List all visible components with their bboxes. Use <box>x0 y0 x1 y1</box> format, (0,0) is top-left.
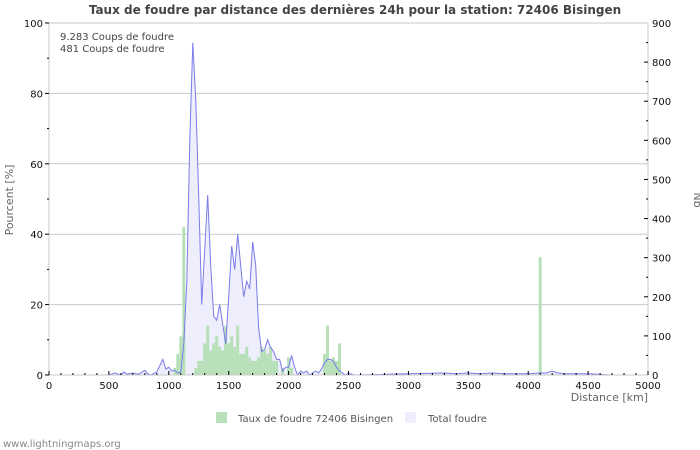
legend-swatch-total <box>405 412 416 423</box>
chart-title: Taux de foudre par distance des dernière… <box>89 3 621 17</box>
svg-text:80: 80 <box>30 89 43 100</box>
svg-text:600: 600 <box>652 136 671 147</box>
svg-text:5000: 5000 <box>635 381 660 392</box>
svg-text:900: 900 <box>652 19 671 30</box>
svg-text:500: 500 <box>99 381 118 392</box>
total-foudre-line <box>49 42 648 377</box>
svg-text:100: 100 <box>652 332 671 343</box>
svg-text:300: 300 <box>652 254 671 265</box>
svg-text:200: 200 <box>652 293 671 304</box>
svg-text:4500: 4500 <box>575 381 600 392</box>
legend-swatch-taux <box>216 412 227 423</box>
svg-text:800: 800 <box>652 58 671 69</box>
x-axis-label: Distance [km] <box>571 391 648 404</box>
grid-lines <box>49 22 648 306</box>
svg-text:1500: 1500 <box>216 381 241 392</box>
svg-text:20: 20 <box>30 301 43 312</box>
svg-text:60: 60 <box>30 160 43 171</box>
svg-text:0: 0 <box>652 371 658 382</box>
svg-text:0: 0 <box>37 371 43 382</box>
svg-text:700: 700 <box>652 97 671 108</box>
svg-text:1000: 1000 <box>156 381 181 392</box>
axes: 0 500 1000 1500 2000 2500 3000 3500 4000 4500 5000… <box>24 19 671 392</box>
svg-text:4000: 4000 <box>515 381 540 392</box>
total-foudre-area <box>49 42 648 375</box>
svg-text:2500: 2500 <box>336 381 361 392</box>
svg-text:2000: 2000 <box>276 381 301 392</box>
info-line-2: 481 Coups de foudre <box>60 44 165 55</box>
svg-text:400: 400 <box>652 215 671 226</box>
svg-text:3000: 3000 <box>396 381 421 392</box>
taux-bars <box>173 227 542 375</box>
info-line-1: 9.283 Coups de foudre <box>60 32 174 43</box>
svg-text:3500: 3500 <box>456 381 481 392</box>
y-axis-right-label: Nb <box>691 192 700 207</box>
footer-link[interactable]: www.lightningmaps.org <box>3 439 121 450</box>
legend-label-taux[interactable]: Taux de foudre 72406 Bisingen <box>237 414 393 425</box>
svg-text:500: 500 <box>652 175 671 186</box>
svg-text:0: 0 <box>46 381 52 392</box>
svg-text:100: 100 <box>24 19 43 30</box>
y-axis-label: Pourcent [%] <box>3 165 16 236</box>
legend-label-total[interactable]: Total foudre <box>427 414 487 425</box>
svg-text:40: 40 <box>30 230 43 241</box>
